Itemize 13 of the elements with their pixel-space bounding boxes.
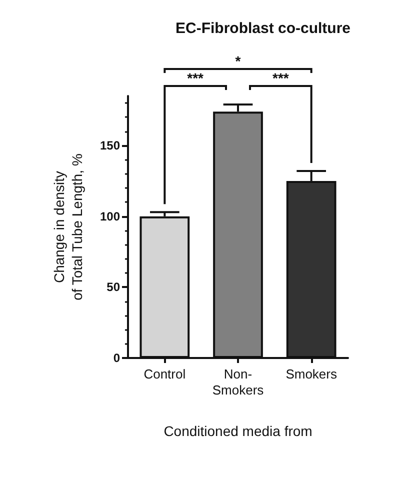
x-tick-label: Control <box>144 366 186 382</box>
y-tick-label: 150 <box>100 138 120 153</box>
y-tick-label: 100 <box>100 209 120 224</box>
x-axis-title: Conditioned media from <box>164 423 312 439</box>
text: *** <box>272 70 290 86</box>
y-tick-label: 50 <box>106 280 120 294</box>
x-tick-label: Non- Smokers <box>212 366 264 398</box>
x-tick-label: Smokers <box>286 366 338 382</box>
text: *** <box>187 70 204 86</box>
text: * <box>235 53 242 69</box>
y-axis-title: Change in density of Total Tube Length, % <box>51 154 85 300</box>
chart-title: EC-Fibroblast co-culture <box>175 20 351 37</box>
y-tick-label: 0 <box>113 351 120 365</box>
